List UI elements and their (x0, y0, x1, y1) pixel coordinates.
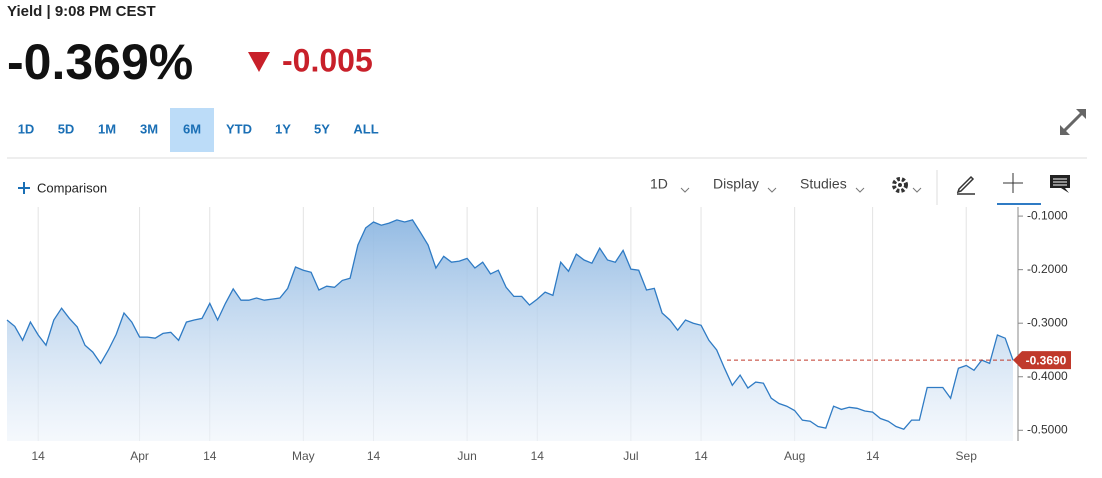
x-tick-label: Sep (956, 449, 978, 463)
chevron (680, 187, 690, 193)
quote-title: Yield | 9:08 PM CEST (7, 3, 156, 20)
x-tick-label: 14 (32, 449, 46, 463)
range-tab[interactable]: 5D (58, 121, 75, 136)
studies-menu[interactable]: Studies (800, 176, 847, 192)
x-tick-label: Jun (457, 449, 476, 463)
x-tick-label: May (292, 449, 315, 463)
y-tick-label: -0.2000 (1027, 262, 1068, 276)
x-tick-label: Aug (784, 449, 805, 463)
y-tick-label: -0.4000 (1027, 369, 1068, 383)
range-tab[interactable]: ALL (353, 121, 378, 136)
y-tick-label: -0.5000 (1027, 422, 1068, 436)
interval-select[interactable]: 1D (650, 176, 668, 192)
crosshair-icon[interactable] (1003, 173, 1023, 193)
chevron (855, 187, 865, 193)
x-tick-label: Apr (130, 449, 149, 463)
range-tab[interactable]: 1M (98, 121, 116, 136)
chevron (767, 187, 777, 193)
price-tag-label: -0.3690 (1026, 353, 1067, 367)
range-tab[interactable]: 5Y (314, 121, 330, 136)
display-menu[interactable]: Display (713, 176, 759, 192)
price-tag (1013, 351, 1071, 370)
y-tick-label: -0.3000 (1027, 315, 1068, 329)
x-tick-label: 14 (367, 449, 381, 463)
line (6, 219, 1014, 430)
comment-icon[interactable] (1050, 175, 1070, 193)
range-tab[interactable]: 3M (140, 121, 158, 136)
range-tab[interactable]: 6M (183, 121, 201, 136)
expand-icon[interactable] (1060, 109, 1086, 135)
settings-icon[interactable] (892, 177, 922, 193)
down-arrow (248, 52, 270, 72)
x-tick-label: 14 (694, 449, 708, 463)
x-tick-label: 14 (203, 449, 217, 463)
range-tab[interactable]: 1D (18, 121, 35, 136)
x-tick-label: 14 (531, 449, 545, 463)
tab-selected-bg (170, 108, 214, 152)
x-tick-label: Jul (623, 449, 638, 463)
x-tick-label: 14 (866, 449, 880, 463)
comparison-label: Comparison (37, 180, 107, 195)
chart: 14 Apr 14 May 14 Jun 14 Jul 14 Aug 14 Sep -0.1000 -0.… (6, 207, 1071, 463)
comparison-button[interactable]: Comparison (18, 180, 107, 195)
range-tab[interactable]: 1Y (275, 121, 291, 136)
price-change: -0.005 (282, 42, 373, 78)
area (7, 219, 1013, 441)
comment-lines (1053, 178, 1067, 186)
y-tick-label: -0.1000 (1027, 208, 1068, 222)
last-price: -0.369% (7, 34, 193, 90)
draw-icon[interactable] (956, 175, 975, 195)
range-tabs: 1D 5D 1M 3M 6M YTD 1Y 5Y ALL (18, 108, 379, 152)
range-tab[interactable]: YTD (226, 121, 252, 136)
